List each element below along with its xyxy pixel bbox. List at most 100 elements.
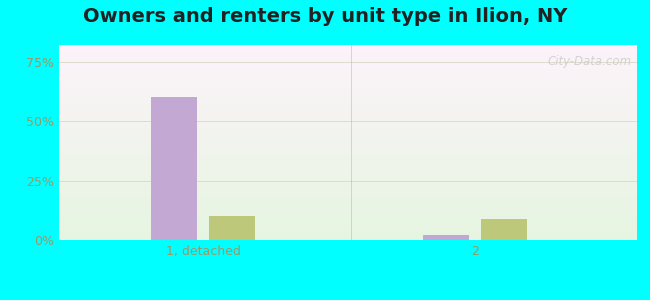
Bar [58, 104, 637, 105]
Bar [58, 198, 637, 199]
Bar [58, 161, 637, 162]
Bar [58, 195, 637, 196]
Bar [58, 75, 637, 76]
Bar [58, 187, 637, 188]
Bar [58, 147, 637, 148]
Bar [58, 62, 637, 64]
Bar [58, 236, 637, 237]
Bar [58, 98, 637, 99]
Bar [58, 128, 637, 129]
Bar [58, 183, 637, 184]
Bar [58, 115, 637, 116]
Bar [58, 123, 637, 124]
Bar [58, 100, 637, 101]
Bar [58, 148, 637, 149]
Bar [58, 165, 637, 166]
Bar [58, 177, 637, 178]
Bar [58, 81, 637, 82]
Bar [58, 181, 637, 182]
Bar [58, 110, 637, 111]
Bar [58, 230, 637, 231]
Bar [58, 124, 637, 125]
Bar [58, 134, 637, 135]
Bar [58, 155, 637, 156]
Bar [58, 47, 637, 48]
Bar [58, 170, 637, 171]
Bar [58, 176, 637, 177]
Bar [58, 54, 637, 55]
Bar [58, 152, 637, 153]
Bar [58, 203, 637, 204]
Bar [58, 83, 637, 84]
Bar [58, 159, 637, 160]
Bar [58, 129, 637, 130]
Bar [58, 188, 637, 189]
Bar [58, 55, 637, 56]
Bar [58, 138, 637, 139]
Text: Owners and renters by unit type in Ilion, NY: Owners and renters by unit type in Ilion… [83, 8, 567, 26]
Bar [58, 133, 637, 134]
Bar [58, 84, 637, 85]
Bar [58, 96, 637, 97]
Bar [58, 68, 637, 69]
Bar [58, 73, 637, 74]
Bar [58, 216, 637, 217]
Bar [58, 144, 637, 145]
Bar [58, 143, 637, 144]
Bar [58, 80, 637, 81]
Bar [58, 220, 637, 221]
Bar [58, 58, 637, 60]
Bar [58, 160, 637, 161]
Bar [58, 72, 637, 73]
Bar [58, 184, 637, 185]
Bar [58, 140, 637, 142]
Bar [58, 193, 637, 194]
Bar [58, 89, 637, 90]
Bar [58, 164, 637, 165]
Bar [58, 190, 637, 191]
Bar [58, 127, 637, 128]
Bar [58, 228, 637, 229]
Bar [58, 103, 637, 104]
Bar [58, 137, 637, 138]
Bar [58, 214, 637, 215]
Bar [58, 108, 637, 109]
Bar [58, 233, 637, 234]
Bar [58, 178, 637, 179]
Bar [58, 208, 637, 209]
Bar [58, 205, 637, 206]
Bar [58, 211, 637, 212]
Bar [58, 185, 637, 186]
Bar [58, 232, 637, 233]
Bar [481, 219, 527, 240]
Bar [58, 76, 637, 77]
Bar [58, 157, 637, 158]
Bar [58, 46, 637, 47]
Bar [58, 154, 637, 155]
Bar [58, 153, 637, 154]
Bar [58, 167, 637, 168]
Bar [58, 117, 637, 118]
Bar [58, 60, 637, 61]
Bar [151, 97, 198, 240]
Text: City-Data.com: City-Data.com [547, 55, 631, 68]
Bar [58, 149, 637, 150]
Bar [58, 118, 637, 119]
Bar [58, 239, 637, 240]
Bar [58, 109, 637, 110]
Bar [58, 106, 637, 107]
Bar [58, 207, 637, 208]
Bar [58, 156, 637, 157]
Bar [58, 139, 637, 140]
Bar [58, 116, 637, 117]
Bar [58, 209, 637, 210]
Bar [58, 197, 637, 198]
Bar [58, 169, 637, 170]
Bar [58, 224, 637, 225]
Bar [58, 88, 637, 89]
Bar [58, 122, 637, 123]
Bar [58, 186, 637, 187]
Bar [58, 61, 637, 62]
Bar [58, 65, 637, 66]
Bar [58, 56, 637, 57]
